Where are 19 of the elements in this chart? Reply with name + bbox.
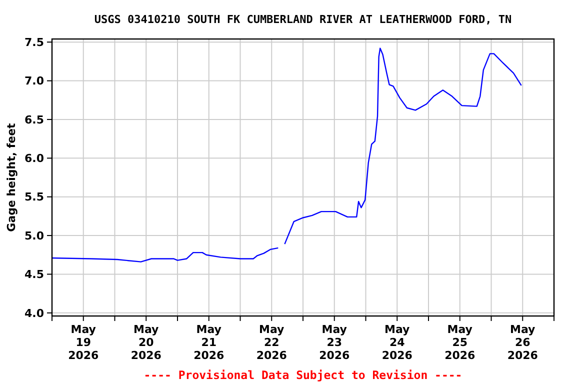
x-tick-label: May 23 2026 bbox=[319, 323, 350, 362]
chart-title: USGS 03410210 SOUTH FK CUMBERLAND RIVER AT LEATHERWOOD FORD, TN bbox=[94, 13, 512, 26]
x-tick-label: May 20 2026 bbox=[130, 323, 162, 362]
x-tick-label: May 25 2026 bbox=[444, 323, 476, 362]
x-tick-label: May 24 2026 bbox=[382, 323, 413, 362]
y-tick-label: 4.5 bbox=[24, 268, 44, 282]
y-tick-label: 5.5 bbox=[24, 190, 44, 204]
x-tick-label: May 22 2026 bbox=[256, 323, 288, 362]
x-tick-label: May 21 2026 bbox=[194, 323, 225, 362]
y-tick-label: 4.0 bbox=[24, 306, 44, 320]
x-tick-label: May 26 2026 bbox=[507, 323, 538, 362]
x-tick-label: May 19 2026 bbox=[68, 323, 100, 362]
y-axis-title: Gage height, feet bbox=[5, 123, 18, 232]
y-tick-label: 7.5 bbox=[24, 36, 44, 49]
text: ---- Provisional Data Subject to Revision ---- bbox=[144, 368, 462, 382]
y-tick-label: 6.0 bbox=[24, 152, 44, 166]
y-tick-label: 7.0 bbox=[24, 74, 44, 88]
y-tick-label: 5.0 bbox=[24, 229, 44, 242]
y-tick-label: 6.5 bbox=[24, 113, 44, 126]
